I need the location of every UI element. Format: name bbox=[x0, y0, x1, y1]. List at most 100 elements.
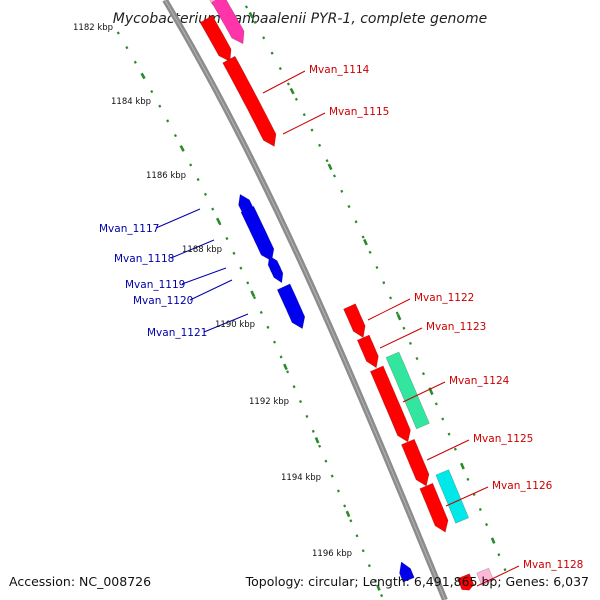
gene-label-forward[interactable]: Mvan_1126 bbox=[492, 480, 553, 492]
gene-arrow-mvan-1126[interactable] bbox=[419, 482, 449, 533]
gene-label-forward[interactable]: Mvan_1124 bbox=[449, 375, 510, 387]
scale-tick bbox=[402, 326, 406, 330]
scale-tick-major bbox=[363, 238, 368, 246]
scale-ticks bbox=[116, 5, 507, 598]
cyan-feature-box[interactable] bbox=[435, 469, 469, 524]
accession-text: Accession: NC_008726 bbox=[9, 574, 151, 589]
gene-label-forward[interactable]: Mvan_1125 bbox=[473, 433, 533, 445]
label-leaders bbox=[155, 70, 520, 587]
kbp-label: 1184 kbp bbox=[111, 97, 151, 107]
gene-arrow-mvan-1118[interactable] bbox=[240, 205, 275, 262]
scale-tick bbox=[503, 568, 507, 572]
scale-tick bbox=[415, 356, 419, 361]
scale-tick-major bbox=[215, 217, 221, 225]
scale-tick bbox=[395, 311, 399, 315]
label-leader-line bbox=[181, 267, 227, 285]
scale-tick bbox=[343, 504, 347, 508]
scale-tick bbox=[286, 370, 290, 374]
scale-tick-major bbox=[490, 537, 496, 544]
scale-tick bbox=[389, 296, 393, 300]
scale-tick-major bbox=[396, 313, 402, 321]
scale-tick bbox=[262, 36, 266, 40]
gene-arrow-mvan-1120[interactable] bbox=[269, 265, 284, 284]
gene-label-reverse[interactable]: Mvan_1117 bbox=[99, 223, 159, 235]
scale-tick bbox=[253, 20, 257, 24]
gene-arrow-mvan-1124[interactable] bbox=[369, 365, 411, 443]
gene-label-forward[interactable]: Mvan_1122 bbox=[414, 292, 474, 304]
map-title: Mycobacterium vanbaalenii PYR-1, complet… bbox=[113, 11, 488, 27]
scale-tick bbox=[189, 163, 193, 167]
scale-tick-major bbox=[283, 363, 288, 371]
gene-arrow-mvan-1122[interactable] bbox=[343, 303, 366, 339]
scale-tick bbox=[299, 400, 303, 404]
scale-tick bbox=[332, 174, 336, 178]
gene-arrow-mvan-1125[interactable] bbox=[401, 438, 430, 487]
label-leader-line bbox=[476, 565, 520, 587]
genome-backbone bbox=[162, 0, 448, 600]
scale-tick-major bbox=[428, 388, 434, 396]
forward-gene-arrow[interactable] bbox=[456, 573, 475, 591]
reverse-gene-arrow[interactable] bbox=[399, 561, 415, 583]
kbp-label: 1196 kbp bbox=[312, 549, 352, 559]
scale-tick bbox=[447, 432, 451, 436]
gene-label-reverse[interactable]: Mvan_1118 bbox=[114, 253, 174, 265]
scale-tick-major bbox=[140, 72, 146, 80]
scale-tick bbox=[279, 355, 283, 359]
forward-gene-labels: Mvan_1114 Mvan_1115 Mvan_1122 Mvan_1123 … bbox=[309, 64, 583, 571]
mint-feature-box[interactable] bbox=[385, 351, 430, 430]
scale-tick bbox=[340, 189, 344, 193]
scale-tick bbox=[408, 341, 412, 345]
gene-label-reverse[interactable]: Mvan_1121 bbox=[147, 327, 207, 339]
scale-tick bbox=[239, 266, 243, 270]
scale-tick-major bbox=[250, 290, 256, 297]
scale-tick bbox=[292, 385, 296, 389]
pink-feature-box[interactable] bbox=[476, 567, 494, 586]
scale-tick bbox=[354, 220, 358, 224]
gene-label-forward[interactable]: Mvan_1123 bbox=[426, 321, 486, 333]
scale-tick bbox=[116, 31, 120, 35]
scale-tick bbox=[278, 67, 282, 71]
kbp-label: 1182 kbp bbox=[73, 23, 113, 33]
gene-arrow-mvan-1121[interactable] bbox=[276, 283, 306, 330]
scale-tick bbox=[368, 250, 372, 254]
scale-tick bbox=[270, 51, 274, 55]
scale-tick bbox=[294, 97, 298, 101]
gene-arrow-mvan-1114[interactable] bbox=[199, 15, 232, 62]
label-leader-line bbox=[367, 298, 411, 321]
scale-tick bbox=[361, 235, 365, 239]
scale-tick-major bbox=[327, 163, 333, 171]
kbp-label: 1186 kbp bbox=[146, 171, 186, 181]
gene-label-forward[interactable]: Mvan_1115 bbox=[329, 106, 389, 118]
scale-tick-major bbox=[376, 584, 381, 591]
gene-label-forward[interactable]: Mvan_1128 bbox=[523, 559, 583, 571]
scale-tick bbox=[133, 60, 137, 64]
gene-label-reverse[interactable]: Mvan_1119 bbox=[125, 279, 185, 291]
gene-label-reverse[interactable]: Mvan_1120 bbox=[133, 295, 193, 307]
backbone-highlight bbox=[164, 0, 446, 600]
scale-tick bbox=[253, 296, 257, 300]
label-leader-line bbox=[262, 70, 306, 94]
scale-tick bbox=[166, 119, 170, 123]
topology-text: Topology: circular; Length: 6,491,865 bp… bbox=[245, 574, 589, 589]
scale-tick bbox=[259, 310, 263, 315]
gene-arrow-mvan-1115[interactable] bbox=[222, 55, 277, 147]
scale-tick bbox=[246, 281, 250, 285]
label-leader-line bbox=[402, 381, 446, 403]
gene-label-forward[interactable]: Mvan_1114 bbox=[309, 64, 370, 76]
label-leader-line bbox=[445, 486, 489, 507]
scale-tick-major bbox=[179, 144, 185, 152]
scale-tick-major bbox=[345, 510, 351, 518]
scale-tick bbox=[382, 281, 386, 285]
scale-tick bbox=[232, 251, 236, 255]
scale-tick bbox=[330, 474, 334, 478]
scale-tick bbox=[244, 5, 249, 9]
scale-tick bbox=[286, 82, 290, 86]
scale-tick bbox=[478, 507, 482, 512]
scale-tick bbox=[374, 579, 377, 583]
scale-tick bbox=[347, 204, 351, 209]
label-leader-line bbox=[170, 239, 215, 259]
scale-tick bbox=[453, 447, 457, 451]
gene-arrow-mvan-1123[interactable] bbox=[356, 334, 379, 369]
scale-tick bbox=[466, 477, 470, 481]
pink-feature-arrow[interactable] bbox=[211, 0, 245, 45]
